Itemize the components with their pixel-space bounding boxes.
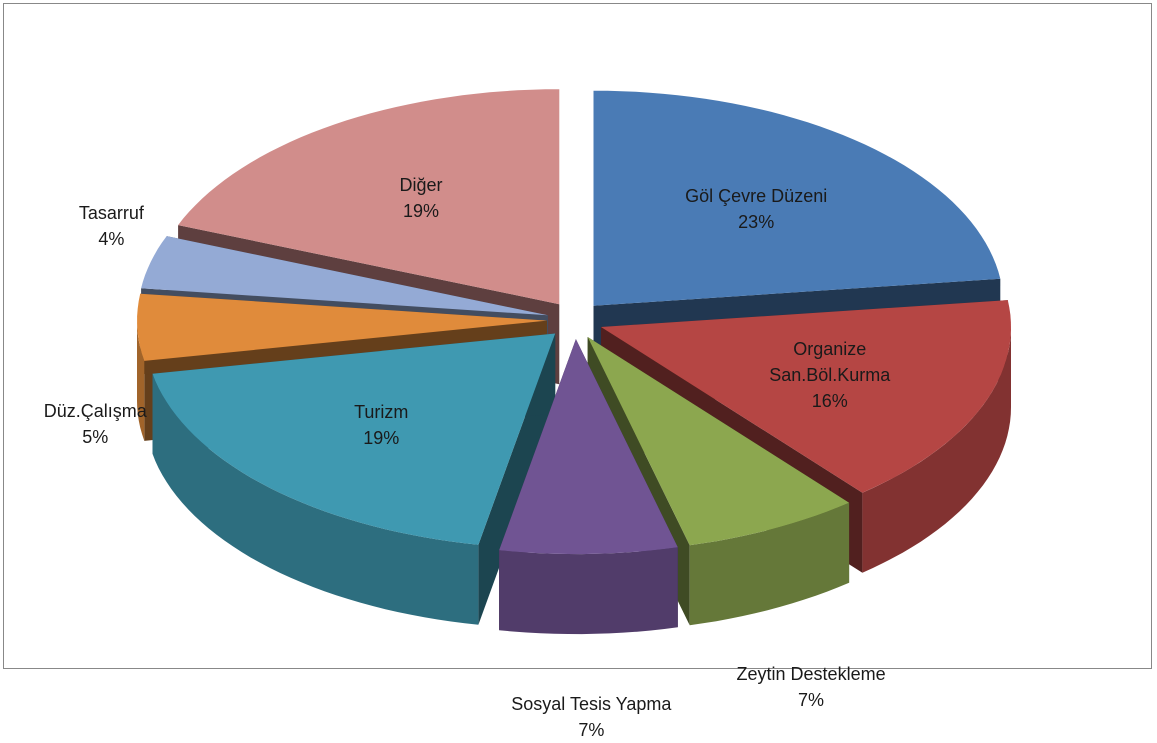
category-label: Organize San.Böl.Kurma — [769, 338, 891, 385]
slice-top — [141, 236, 548, 316]
slice-top — [152, 333, 556, 545]
slice-top — [601, 300, 1011, 493]
data-label: Organize San.Böl.Kurma 16% — [755, 335, 905, 413]
data-label: Diğer 19% — [399, 171, 442, 223]
category-label: Diğer — [399, 174, 443, 195]
category-label: Zeytin Destekleme — [736, 663, 886, 684]
slice-wall — [689, 502, 850, 626]
slice-wall — [152, 373, 479, 625]
data-label: Düz.Çalışma 5% — [44, 398, 147, 450]
data-label: Sosyal Tesis Yapma 7% — [511, 691, 671, 743]
slice-top — [593, 90, 1001, 306]
category-label: Düz.Çalışma — [43, 400, 147, 421]
category-label: Turizm — [354, 401, 409, 422]
chart-root: Göl Çevre Düzeni 23% Organize San.Böl.Kurm… — [3, 3, 1152, 740]
category-label: Göl Çevre Düzeni — [685, 185, 828, 206]
slice-wall — [499, 547, 678, 635]
value-label: 19% — [402, 200, 439, 221]
slice-top — [587, 337, 850, 546]
category-label: Tasarruf — [78, 202, 144, 223]
value-label: 19% — [363, 427, 400, 448]
value-label: 4% — [98, 229, 125, 250]
value-label: 16% — [811, 390, 848, 411]
slice-wall — [137, 320, 145, 441]
slice-top — [178, 89, 560, 305]
slice-wall — [862, 327, 1011, 573]
chart — [137, 89, 1011, 635]
data-label: Turizm 19% — [354, 399, 408, 451]
data-label: Tasarruf 4% — [79, 200, 144, 252]
data-label: Göl Çevre Düzeni 23% — [685, 183, 827, 235]
slice-top — [499, 339, 678, 555]
category-label: Sosyal Tesis Yapma — [511, 693, 672, 714]
value-label: 7% — [578, 719, 605, 740]
slice-top — [137, 293, 547, 361]
value-label: 23% — [738, 211, 775, 232]
value-label: 5% — [82, 426, 109, 447]
data-label: Zeytin Destekleme 7% — [737, 661, 886, 713]
value-label: 7% — [798, 689, 825, 710]
